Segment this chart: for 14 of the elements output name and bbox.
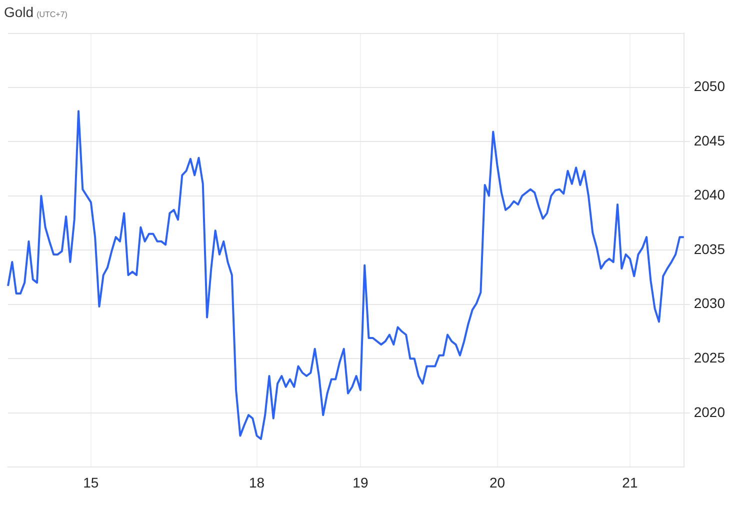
x-tick-label: 19 bbox=[352, 474, 368, 490]
chart-subtitle: (UTC+7) bbox=[36, 10, 68, 19]
y-tick-label: 2025 bbox=[694, 350, 726, 366]
y-tick-label: 2040 bbox=[694, 186, 726, 203]
x-tick-label: 20 bbox=[489, 474, 506, 490]
x-tick-label: 21 bbox=[622, 474, 638, 490]
x-tick-label: 18 bbox=[248, 474, 265, 490]
chart-title: Gold bbox=[4, 4, 34, 20]
x-tick-label: 15 bbox=[83, 474, 99, 490]
y-tick-label: 2035 bbox=[694, 240, 726, 257]
y-tick-label: 2030 bbox=[694, 295, 726, 312]
y-tick-label: 2050 bbox=[694, 78, 726, 94]
y-tick-label: 2045 bbox=[694, 132, 726, 148]
y-tick-label: 2020 bbox=[694, 404, 726, 420]
